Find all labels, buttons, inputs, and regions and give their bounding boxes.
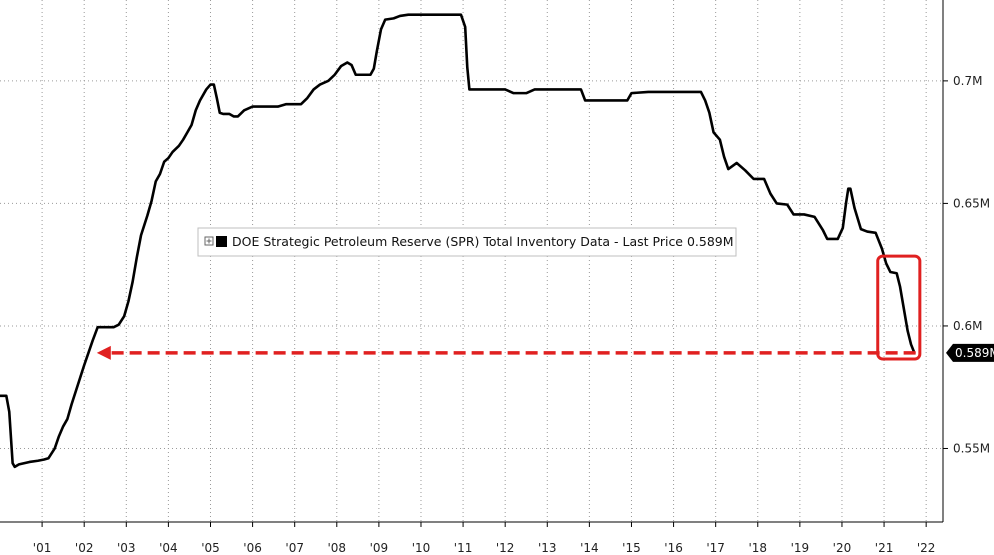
x-tick-label: '10 — [412, 541, 431, 555]
x-tick-label: '21 — [875, 541, 894, 555]
x-tick-label: '07 — [285, 541, 304, 555]
x-tick-label: '08 — [327, 541, 346, 555]
y-tick-label: 0.55M — [953, 441, 990, 455]
x-tick-label: '04 — [159, 541, 178, 555]
x-tick-label: '15 — [622, 541, 641, 555]
x-tick-label: '05 — [201, 541, 220, 555]
x-tick-label: '19 — [791, 541, 810, 555]
y-tick-layer: 0.55M 0.6M 0.65M 0.7M — [943, 74, 990, 455]
series-layer — [0, 13, 916, 469]
x-tick-label: '16 — [664, 541, 683, 555]
y-tick-label: 0.7M — [953, 74, 982, 88]
legend-swatch — [216, 236, 227, 247]
axis-layer — [0, 0, 944, 523]
x-tick-label: '18 — [748, 541, 767, 555]
x-tick-label: '17 — [706, 541, 725, 555]
x-tick-label: '12 — [496, 541, 515, 555]
x-tick-layer: '01 '02 '03 '04 '05 '06 '07 '08 '09 '10 '11 '12 '13 '… — [33, 522, 936, 555]
annotation-layer — [96, 254, 922, 361]
x-tick-label: '01 — [33, 541, 52, 555]
legend-entry-label: DOE Strategic Petroleum Reserve (SPR) To… — [232, 234, 734, 249]
legend: DOE Strategic Petroleum Reserve (SPR) To… — [197, 227, 737, 257]
x-tick-label: '09 — [370, 541, 389, 555]
last-value-text: 0.589M — [955, 346, 994, 360]
grid-layer — [0, 0, 943, 522]
x-tick-label: '03 — [117, 541, 136, 555]
x-tick-label: '14 — [580, 541, 599, 555]
series-line — [0, 13, 916, 469]
y-tick-label: 0.65M — [953, 196, 990, 210]
last-value-label: 0.589M — [946, 343, 994, 362]
legend-box — [197, 227, 737, 257]
y-tick-label: 0.6M — [953, 319, 982, 333]
x-tick-label: '13 — [538, 541, 557, 555]
reference-arrow-head — [96, 345, 111, 360]
x-tick-label: '11 — [454, 541, 473, 555]
x-tick-label: '22 — [917, 541, 936, 555]
last-value-badge — [946, 343, 994, 362]
x-tick-label: '20 — [833, 541, 852, 555]
x-tick-label: '06 — [243, 541, 262, 555]
highlight-box — [876, 254, 922, 361]
x-tick-label: '02 — [75, 541, 94, 555]
